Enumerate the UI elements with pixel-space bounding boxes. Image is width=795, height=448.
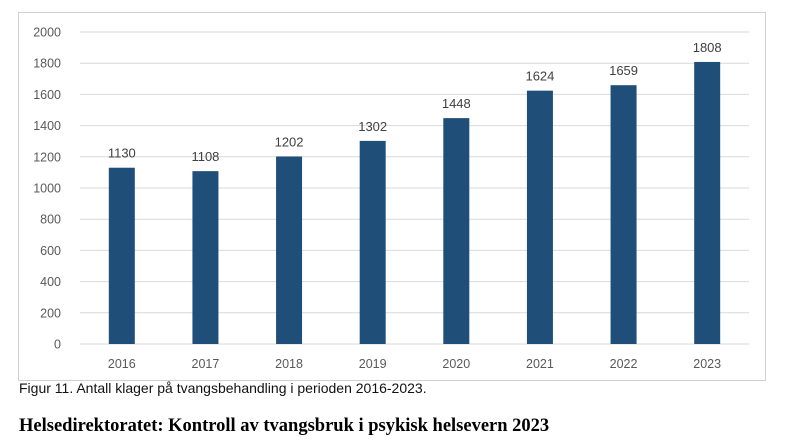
x-tick-label: 2022 <box>610 357 638 371</box>
x-tick-label: 2021 <box>526 357 554 371</box>
bar-2020 <box>443 118 470 344</box>
x-axis-ticks: 2016 2017 2018 2019 2020 2021 2022 2023 <box>108 357 721 371</box>
bar-2016 <box>108 167 135 344</box>
x-tick-label: 2023 <box>693 357 721 371</box>
x-tick-label: 2018 <box>275 357 303 371</box>
y-axis-ticks: 0 200 400 600 800 1000 1200 1400 1600 1800 2000 <box>33 26 61 352</box>
bar-2017 <box>192 171 219 344</box>
y-tick-label: 1400 <box>33 119 61 133</box>
x-tick-label: 2019 <box>359 357 387 371</box>
x-tick-label: 2016 <box>108 357 136 371</box>
y-tick-label: 200 <box>40 306 61 320</box>
data-label-2018: 1202 <box>275 134 304 149</box>
figure-caption: Figur 11. Antall klager på tvangsbehandl… <box>19 380 427 396</box>
y-tick-label: 0 <box>54 338 61 352</box>
data-label-2022: 1659 <box>609 63 638 78</box>
bar-2023 <box>694 61 721 345</box>
data-label-2023: 1808 <box>693 40 722 55</box>
chart-frame: 0 200 400 600 800 1000 1200 1400 1600 1800 2000 11… <box>18 12 766 381</box>
bar-2019 <box>359 140 386 344</box>
y-tick-label: 1200 <box>33 150 61 164</box>
report-title: Helsedirektoratet: Kontroll av tvangsbru… <box>19 416 550 436</box>
bar-chart: 0 200 400 600 800 1000 1200 1400 1600 1800 2000 11… <box>33 26 749 371</box>
y-tick-label: 1000 <box>33 182 61 196</box>
bar-2021 <box>526 90 553 344</box>
data-label-2021: 1624 <box>525 69 554 84</box>
y-tick-label: 1800 <box>33 57 61 71</box>
data-labels: 1130 1108 1202 1302 1448 1624 1659 1808 <box>108 40 722 164</box>
bar-2018 <box>276 156 303 344</box>
bars <box>108 61 721 345</box>
y-tick-label: 800 <box>40 213 61 227</box>
x-tick-label: 2020 <box>442 357 470 371</box>
y-tick-label: 1600 <box>33 88 61 102</box>
data-label-2016: 1130 <box>108 146 136 161</box>
x-tick-label: 2017 <box>192 357 220 371</box>
data-label-2019: 1302 <box>358 119 387 134</box>
y-tick-label: 400 <box>40 275 61 289</box>
y-tick-label: 600 <box>40 244 61 258</box>
gridlines <box>80 31 749 345</box>
data-label-2017: 1108 <box>191 149 219 164</box>
y-tick-label: 2000 <box>33 26 61 40</box>
bar-2022 <box>610 85 637 345</box>
data-label-2020: 1448 <box>442 96 471 111</box>
